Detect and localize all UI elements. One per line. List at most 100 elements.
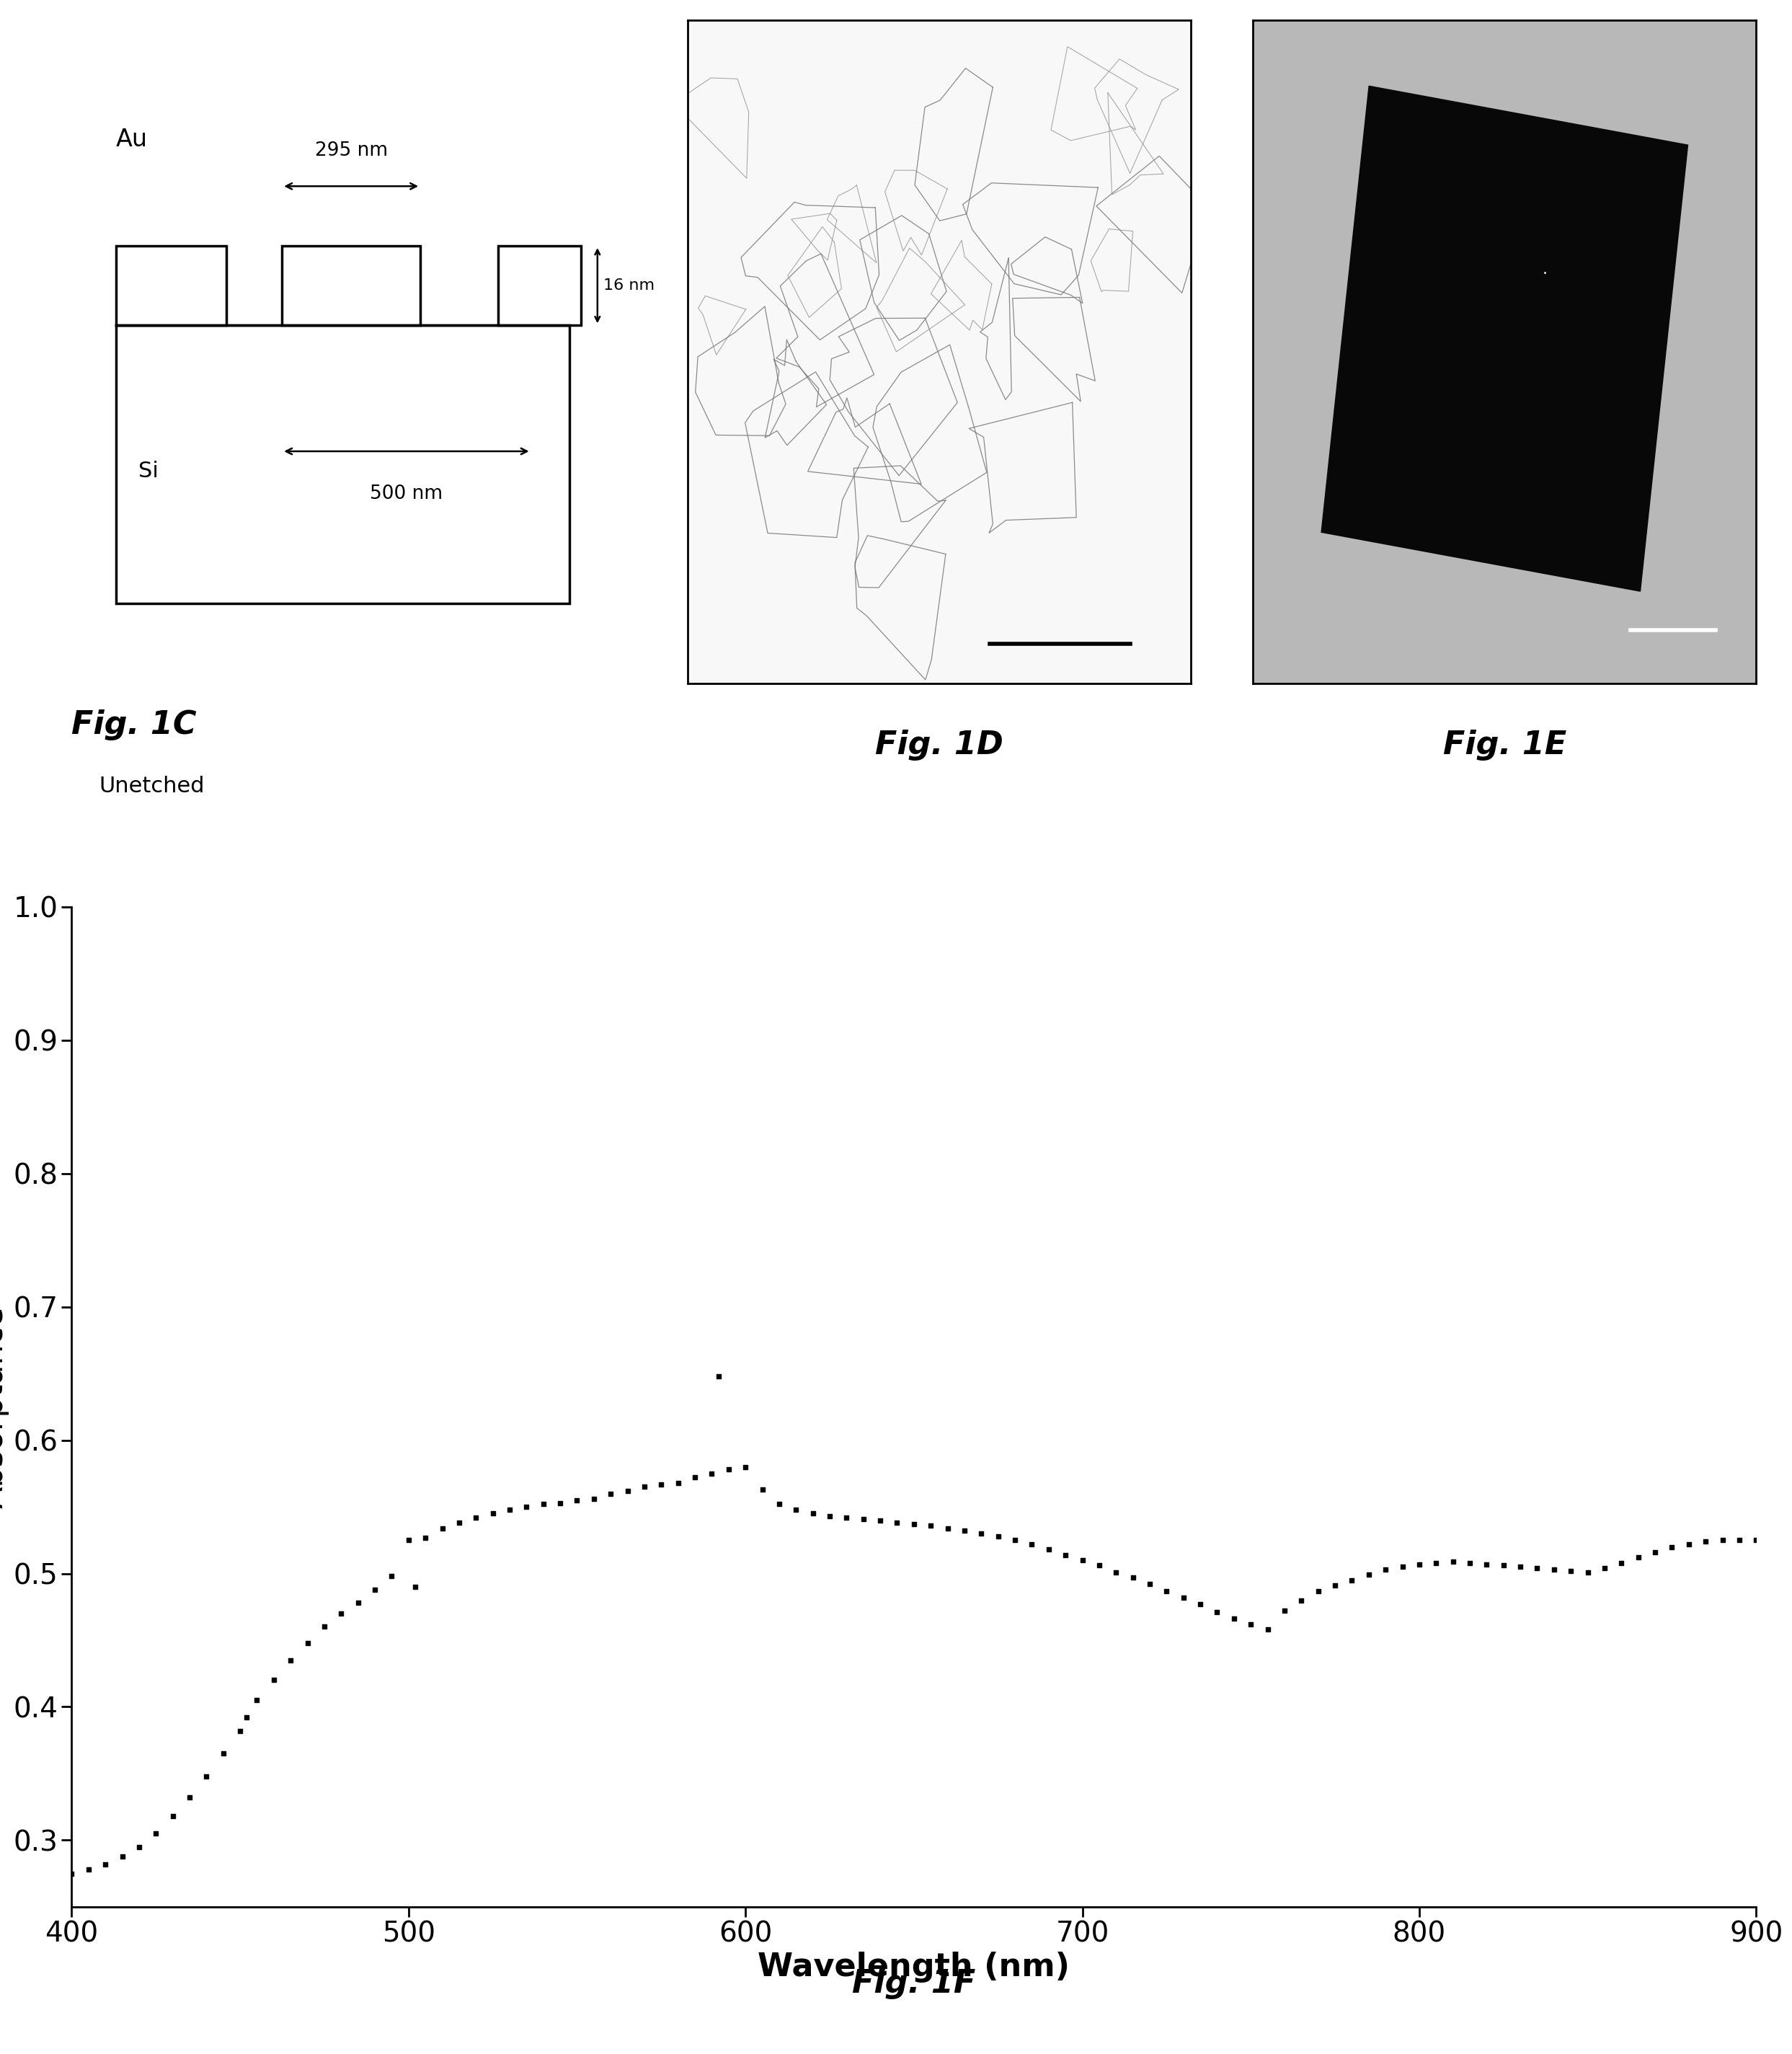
Point bbox=[799, 1497, 828, 1530]
Point bbox=[1389, 1551, 1417, 1584]
Point bbox=[233, 1701, 262, 1734]
Point bbox=[1726, 1524, 1754, 1557]
Point bbox=[294, 1627, 323, 1660]
Point bbox=[1052, 1538, 1081, 1571]
Point bbox=[1421, 1547, 1450, 1580]
Point bbox=[1018, 1528, 1047, 1561]
Point bbox=[1674, 1528, 1702, 1561]
Point bbox=[866, 1504, 894, 1536]
Point bbox=[91, 1849, 120, 1881]
Point bbox=[1321, 1569, 1349, 1602]
Point bbox=[1168, 1582, 1197, 1614]
Point bbox=[1152, 1575, 1181, 1608]
Point bbox=[731, 1450, 760, 1483]
Point bbox=[142, 1818, 170, 1851]
Point bbox=[529, 1487, 557, 1520]
Point bbox=[1455, 1547, 1484, 1580]
Point bbox=[883, 1506, 912, 1538]
Point bbox=[563, 1483, 591, 1516]
Bar bbox=[116, 325, 570, 604]
Point bbox=[1034, 1532, 1063, 1565]
Point bbox=[1202, 1596, 1231, 1629]
Point bbox=[1186, 1588, 1215, 1621]
Point bbox=[1658, 1530, 1686, 1563]
Point bbox=[1523, 1551, 1552, 1584]
Point bbox=[192, 1760, 220, 1793]
Point bbox=[1371, 1553, 1400, 1586]
Point bbox=[1287, 1584, 1315, 1616]
Point bbox=[1084, 1549, 1113, 1582]
Point bbox=[849, 1501, 878, 1534]
Point bbox=[579, 1483, 607, 1516]
Point bbox=[1236, 1608, 1265, 1641]
Text: Fig. 1C: Fig. 1C bbox=[72, 711, 197, 741]
Point bbox=[1305, 1575, 1333, 1608]
Point bbox=[226, 1715, 254, 1748]
Point bbox=[513, 1491, 541, 1524]
Point bbox=[57, 1857, 86, 1890]
Point bbox=[401, 1571, 430, 1604]
Point bbox=[495, 1493, 523, 1526]
X-axis label: Wavelength (nm): Wavelength (nm) bbox=[758, 1951, 1070, 1982]
Point bbox=[547, 1487, 575, 1520]
Point bbox=[1539, 1553, 1568, 1586]
Point bbox=[1607, 1547, 1636, 1580]
Point bbox=[360, 1573, 389, 1606]
Bar bbox=[281, 246, 421, 325]
Point bbox=[125, 1830, 154, 1863]
Point bbox=[1136, 1567, 1165, 1600]
Point bbox=[916, 1510, 944, 1543]
Point bbox=[1102, 1555, 1131, 1588]
Point bbox=[478, 1497, 507, 1530]
Point bbox=[781, 1493, 810, 1526]
Point bbox=[428, 1512, 457, 1545]
Point bbox=[613, 1475, 642, 1508]
Point bbox=[344, 1586, 373, 1619]
Point bbox=[597, 1477, 625, 1510]
Point bbox=[1337, 1563, 1366, 1596]
Point bbox=[1590, 1551, 1618, 1584]
Point bbox=[310, 1610, 339, 1643]
Point bbox=[410, 1522, 439, 1555]
Point bbox=[765, 1487, 794, 1520]
Point bbox=[1641, 1536, 1670, 1569]
Point bbox=[815, 1499, 844, 1532]
Text: Unetched: Unetched bbox=[99, 776, 204, 797]
Point bbox=[831, 1501, 860, 1534]
Point bbox=[747, 1473, 776, 1506]
Point bbox=[647, 1469, 676, 1501]
Text: Fig. 1F: Fig. 1F bbox=[853, 1968, 975, 1999]
Text: Fig. 1E: Fig. 1E bbox=[1443, 729, 1566, 760]
Point bbox=[1489, 1549, 1518, 1582]
Point bbox=[1405, 1549, 1434, 1582]
Point bbox=[1068, 1545, 1097, 1577]
Bar bbox=[498, 246, 581, 325]
Point bbox=[1000, 1524, 1029, 1557]
Point bbox=[1742, 1524, 1770, 1557]
Polygon shape bbox=[1321, 86, 1688, 592]
Point bbox=[1692, 1524, 1720, 1557]
Point bbox=[1573, 1555, 1602, 1588]
Point bbox=[1271, 1594, 1299, 1627]
Point bbox=[1253, 1612, 1281, 1645]
Text: Fig. 1D: Fig. 1D bbox=[874, 729, 1004, 760]
Point bbox=[242, 1684, 271, 1717]
Point bbox=[1624, 1540, 1652, 1573]
Point bbox=[715, 1452, 744, 1485]
Point bbox=[631, 1471, 659, 1504]
Point bbox=[1505, 1551, 1534, 1584]
Point bbox=[968, 1518, 996, 1551]
Text: 16 nm: 16 nm bbox=[602, 279, 654, 294]
Point bbox=[900, 1508, 928, 1540]
Point bbox=[73, 1853, 102, 1886]
Point bbox=[158, 1799, 186, 1832]
Point bbox=[697, 1456, 726, 1489]
Point bbox=[108, 1840, 136, 1873]
Point bbox=[663, 1467, 692, 1499]
Point bbox=[260, 1664, 289, 1697]
Text: Si: Si bbox=[138, 460, 158, 481]
Bar bbox=[116, 246, 226, 325]
Point bbox=[1473, 1549, 1502, 1582]
Y-axis label: Absorptance: Absorptance bbox=[0, 1306, 9, 1508]
Text: 500 nm: 500 nm bbox=[371, 485, 443, 503]
